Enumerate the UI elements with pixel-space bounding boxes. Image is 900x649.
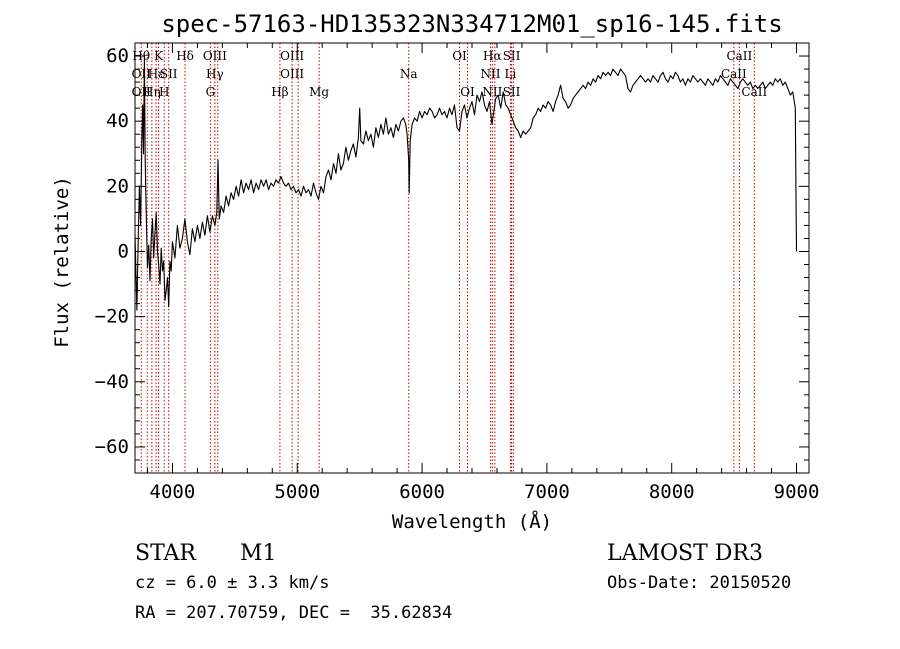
marker-label: OI	[460, 85, 475, 99]
emission-line-markers	[140, 43, 755, 473]
x-tick-label: 6000	[399, 481, 445, 503]
marker-label: H	[159, 85, 169, 99]
marker-label: Li	[505, 67, 517, 81]
y-tick-label: −40	[95, 371, 129, 393]
spectrum-chart: spec-57163-HD135323N334712M01_sp16-145.f…	[51, 10, 820, 533]
marker-label: OIII	[280, 67, 304, 81]
marker-label: Na	[400, 67, 418, 81]
marker-label: OI	[452, 49, 467, 63]
marker-label: Mg	[309, 85, 329, 99]
x-tick-label: 7000	[524, 481, 570, 503]
marker-label: Hε	[148, 67, 165, 81]
marker-label: CaII	[741, 85, 767, 99]
y-tick-label: −60	[95, 436, 129, 458]
spectrum-series	[134, 55, 798, 311]
y-tick-label: −20	[95, 306, 129, 328]
redshift-cz: cz = 6.0 ± 3.3 km/s	[135, 573, 330, 593]
marker-label: Hδ	[176, 49, 194, 63]
spectrum-line	[134, 55, 798, 311]
object-subclass: M1	[240, 541, 277, 566]
x-tick-label: 4000	[150, 481, 196, 503]
chart-title: spec-57163-HD135323N334712M01_sp16-145.f…	[161, 10, 782, 38]
y-tick-label: 0	[118, 240, 129, 262]
axis-ticks: 4000 5000 6000 7000 8000 9000 −60 −40 −20 0 20 40 60	[95, 42, 820, 503]
marker-label: SII	[160, 67, 178, 81]
marker-label: NII	[480, 67, 500, 81]
plot-frame	[134, 42, 810, 474]
marker-label: G	[206, 85, 216, 99]
x-axis-label: Wavelength (Å)	[392, 510, 552, 533]
object-class: STAR	[135, 541, 196, 566]
marker-label: Hα	[483, 49, 502, 63]
x-tick-label: 9000	[774, 481, 820, 503]
marker-label: Hβ	[271, 85, 288, 99]
x-tick-label: 5000	[274, 481, 320, 503]
marker-label: OIII	[203, 49, 227, 63]
x-tick-label: 8000	[649, 481, 695, 503]
y-tick-label: 20	[106, 175, 129, 197]
marker-label: K	[154, 49, 164, 63]
survey-name: LAMOST DR3	[607, 541, 763, 566]
marker-label: CaII	[726, 49, 752, 63]
marker-label: SII	[503, 85, 521, 99]
ra-dec: RA = 207.70759, DEC = 35.62834	[135, 603, 453, 623]
marker-label: OII	[132, 67, 152, 81]
y-tick-label: 60	[106, 45, 129, 67]
marker-label: OIII	[280, 49, 304, 63]
marker-label: Hη	[143, 85, 161, 99]
obs-date: Obs-Date: 20150520	[607, 573, 792, 593]
y-tick-label: 40	[106, 110, 129, 132]
marker-label: SII	[503, 49, 521, 63]
marker-label: Hγ	[206, 67, 224, 81]
y-axis-label: Flux (relative)	[51, 176, 73, 348]
marker-label: CaII	[721, 67, 747, 81]
emission-line-labels: HθOIIOIIHηHεKHSIIHδGOIIIHγHβOIIIOIIIMgNa…	[132, 49, 768, 99]
marker-label: NII	[482, 85, 502, 99]
